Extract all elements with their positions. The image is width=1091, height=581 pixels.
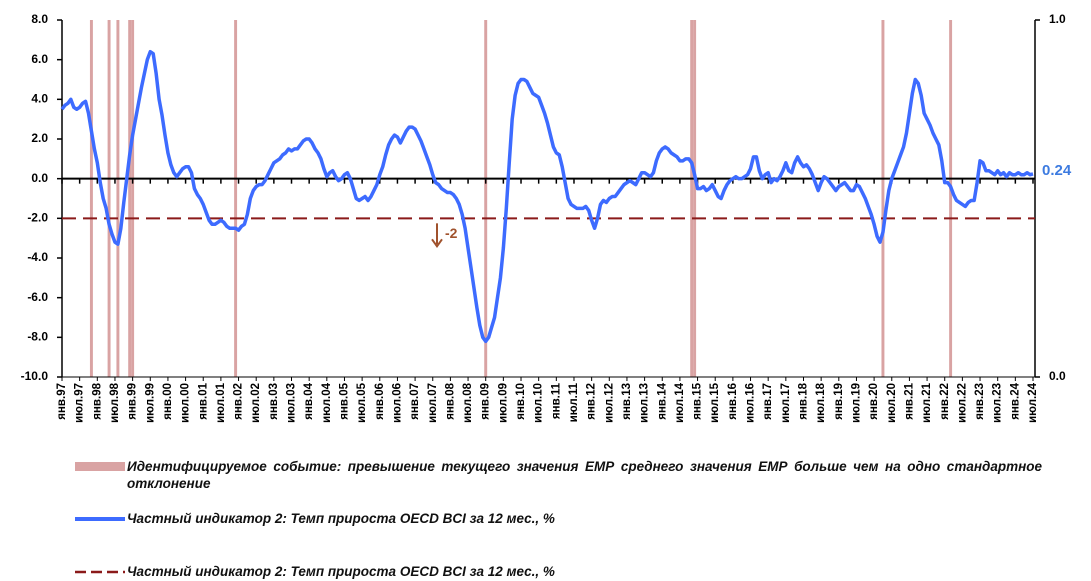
x-tick-label: июл.08 xyxy=(462,382,474,423)
x-tick-label: июл.01 xyxy=(215,382,227,423)
x-tick-label: июл.18 xyxy=(815,382,827,423)
legend-swatch-events xyxy=(75,462,125,471)
x-tick-label: июл.00 xyxy=(180,383,192,423)
x-tick-label: июл.17 xyxy=(780,383,792,423)
x-tick-label: янв.15 xyxy=(692,382,704,419)
y2-tick-label: 0.0 xyxy=(1049,369,1066,383)
y-tick-label: 0.0 xyxy=(31,171,48,185)
x-tick-label: июл.09 xyxy=(497,383,509,423)
x-tick-label: янв.00 xyxy=(162,383,174,420)
event-bar xyxy=(693,20,697,377)
event-bar xyxy=(949,20,953,377)
x-tick-label: янв.18 xyxy=(798,382,810,419)
x-tick-label: июл.97 xyxy=(74,383,86,423)
x-tick-label: янв.97 xyxy=(56,383,68,420)
legend-swatch-line xyxy=(75,517,125,521)
y-tick-label: -8.0 xyxy=(27,330,48,344)
x-tick-label: янв.23 xyxy=(974,383,986,420)
x-tick-label: янв.06 xyxy=(374,383,386,420)
x-tick-label: июл.21 xyxy=(921,382,933,423)
x-tick-label: янв.07 xyxy=(409,383,421,420)
legend-label-threshold: Частный индикатор 2: Темп прироста OECD … xyxy=(127,564,555,579)
y-tick-label: 4.0 xyxy=(31,92,48,106)
event-bar xyxy=(107,20,111,377)
x-tick-label: янв.13 xyxy=(621,383,633,420)
y-tick-label: 2.0 xyxy=(31,131,48,145)
x-tick-label: янв.03 xyxy=(268,383,280,420)
event-bar xyxy=(89,20,93,377)
y-tick-label: 8.0 xyxy=(31,12,48,26)
y-tick-label: -10.0 xyxy=(21,369,49,383)
x-tick-label: июл.10 xyxy=(533,383,545,423)
line-series xyxy=(60,49,1034,344)
x-tick-label: янв.01 xyxy=(197,382,209,419)
x-tick-label: янв.98 xyxy=(91,382,103,419)
x-tick-label: янв.11 xyxy=(550,382,562,419)
last-value-label: 0.24 xyxy=(1042,162,1072,179)
x-tick-label: янв.99 xyxy=(127,383,139,420)
x-tick-label: янв.19 xyxy=(833,383,845,420)
x-tick-label: июл.04 xyxy=(321,382,333,423)
legend-label-line: Частный индикатор 2: Темп прироста OECD … xyxy=(127,511,555,526)
threshold-arrowhead xyxy=(431,238,443,249)
x-tick-label: янв.14 xyxy=(656,382,668,419)
event-bar xyxy=(881,20,885,377)
x-tick-label: июл.98 xyxy=(109,382,121,423)
x-tick-label: июл.15 xyxy=(709,382,721,423)
legend-swatch-threshold xyxy=(75,570,125,574)
x-tick-label: янв.10 xyxy=(515,383,527,420)
event-bar xyxy=(131,20,135,377)
event-bar xyxy=(484,20,488,377)
x-tick-label: янв.20 xyxy=(868,383,880,420)
x-tick-label: янв.12 xyxy=(586,383,598,420)
x-tick-label: янв.08 xyxy=(444,382,456,419)
x-tick-label: июл.24 xyxy=(1027,382,1039,423)
x-tick-label: июл.22 xyxy=(956,383,968,423)
x-tick-label: янв.09 xyxy=(480,383,492,420)
x-tick-label: янв.21 xyxy=(903,382,915,419)
x-tick-label: янв.04 xyxy=(303,382,315,419)
x-tick-label: июл.06 xyxy=(391,383,403,423)
x-tick-label: июл.05 xyxy=(356,382,368,423)
x-tick-label: июл.11 xyxy=(568,382,580,422)
x-tick-label: янв.02 xyxy=(233,383,245,420)
event-bar xyxy=(116,20,120,377)
x-tick-label: июл.02 xyxy=(250,383,262,423)
chart: -10.0 -8.0 -6.0 -4.0 -2.0 0.0 2.0 4.0 6.0 8.0 0.0 1… xyxy=(21,12,1072,423)
event-bar xyxy=(690,20,694,377)
x-tick-label: янв.05 xyxy=(339,382,351,419)
event-bar xyxy=(128,20,132,377)
x-tick-label: июл.14 xyxy=(674,382,686,423)
x-tick-label: янв.16 xyxy=(727,383,739,420)
y-tick-label: 6.0 xyxy=(31,52,48,66)
event-bar xyxy=(234,20,238,377)
y-tick-label: -6.0 xyxy=(27,290,48,304)
threshold-label: -2 xyxy=(445,225,458,241)
x-tick-label: июл.99 xyxy=(144,383,156,423)
x-tick-label: янв.22 xyxy=(939,383,951,420)
x-tick-label: июл.12 xyxy=(603,383,615,423)
x-tick-label: июл.03 xyxy=(286,383,298,423)
x-tick-label: июл.13 xyxy=(639,383,651,423)
y-tick-label: -4.0 xyxy=(27,250,48,264)
y-tick-label: -2.0 xyxy=(27,211,48,225)
legend-label-events: Идентифицируемое событие: превышение тек… xyxy=(127,459,1042,491)
x-tick-label: янв.17 xyxy=(762,383,774,420)
x-tick-label: июл.19 xyxy=(850,383,862,423)
x-tick-label: июл.20 xyxy=(886,383,898,423)
x-tick-label: июл.07 xyxy=(427,383,439,423)
x-tick-label: янв.24 xyxy=(1009,382,1021,419)
x-tick-label: июл.16 xyxy=(745,383,757,423)
y2-tick-label: 1.0 xyxy=(1049,12,1066,26)
x-tick-label: июл.23 xyxy=(992,383,1004,423)
